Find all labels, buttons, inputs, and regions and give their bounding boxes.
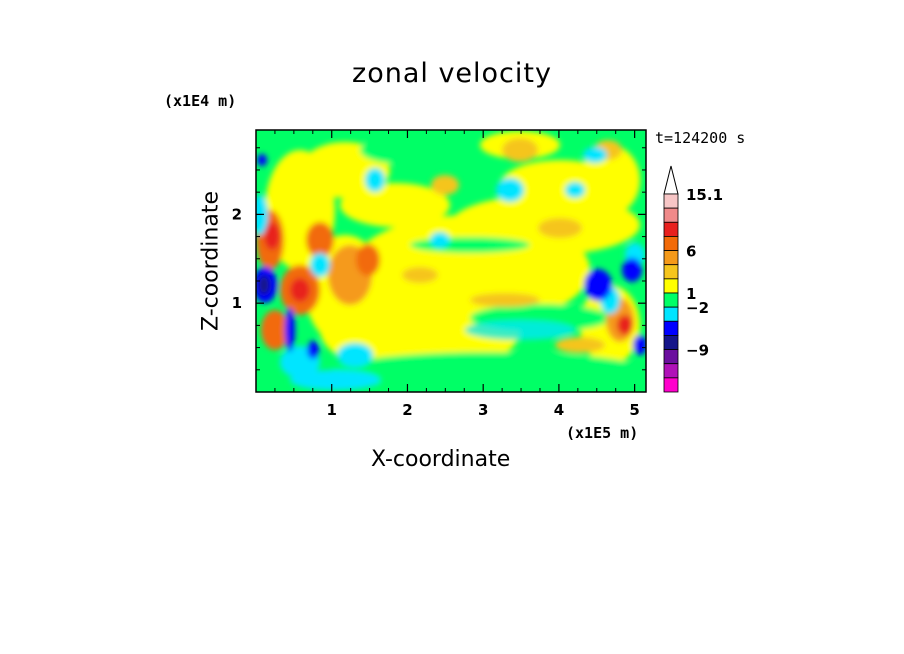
x-tick-label: 1 [327,401,337,419]
colorbar-swatch [663,278,679,294]
field-region [258,275,270,295]
colorbar-swatch [663,363,679,379]
colorbar-tick-label: −2 [686,299,709,317]
field-region [310,253,330,277]
field-region [306,222,334,258]
field-region [402,267,438,283]
colorbar-swatch [663,236,679,251]
colorbar-tick-label: 1 [686,285,696,303]
chart-title: zonal velocity [352,58,552,89]
colorbar-swatch [663,292,679,308]
colorbar-swatch [663,264,679,280]
y-axis-ticks: 12 [232,147,646,371]
colorbar-swatch [663,250,679,266]
x-tick-label: 4 [554,401,564,419]
plot-frame [255,129,647,393]
x-tick-label: 5 [629,401,639,419]
field-region [337,343,373,367]
field-region [465,320,575,340]
field-region [430,232,450,248]
x-tick-label: 3 [478,401,488,419]
field-region [290,278,310,302]
field-region [290,370,380,390]
colorbar-swatch [663,221,679,237]
field-region [502,138,538,162]
colorbar-swatch [663,335,679,350]
y-tick-label: 1 [232,294,242,312]
field-region [496,178,524,202]
x-axis-ticks: 1 2 3 4 5 [274,130,640,419]
colorbar-swatch [663,349,679,365]
field-region [538,218,582,238]
time-annotation: t=124200 s [655,129,746,147]
field-region [584,269,612,301]
field-region [257,154,267,166]
colorbar-swatch [663,320,679,336]
field-region [617,315,633,335]
field-region [633,335,646,355]
field-region [555,337,605,353]
field-region [622,258,642,282]
field-region [356,244,380,276]
field-region [285,308,295,352]
colorbar-swatch [663,207,679,223]
y-axis-scale-label: (x1E4 m) [164,92,237,110]
field-region [307,341,319,359]
field-region [360,136,440,164]
y-tick-label: 2 [232,205,242,223]
contour-blobs [256,131,646,392]
contour-field [256,130,646,392]
field-region [365,168,385,192]
colorbar-swatch [663,377,679,393]
field-region [470,293,540,307]
field-region [431,175,459,195]
x-tick-label: 2 [402,401,412,419]
field-region [330,352,646,392]
colorbar-swatch [663,193,679,209]
colorbar: 15.1 6 1−2 −9 [663,165,723,393]
colorbar-tick-label: 15.1 [686,186,723,204]
colorbar-swatch [663,306,679,322]
colorbar-tick-label: −9 [686,342,709,360]
field-region [410,237,530,253]
colorbar-extend-arrow [663,165,679,195]
colorbar-tick-label: 6 [686,243,696,261]
x-axis-scale-label: (x1E5 m) [566,424,639,442]
field-region [565,182,585,198]
field-region [264,222,280,250]
field-region [256,195,268,235]
field-region [261,310,289,350]
field-region [583,147,607,163]
x-axis-label: X-coordinate [371,447,511,472]
